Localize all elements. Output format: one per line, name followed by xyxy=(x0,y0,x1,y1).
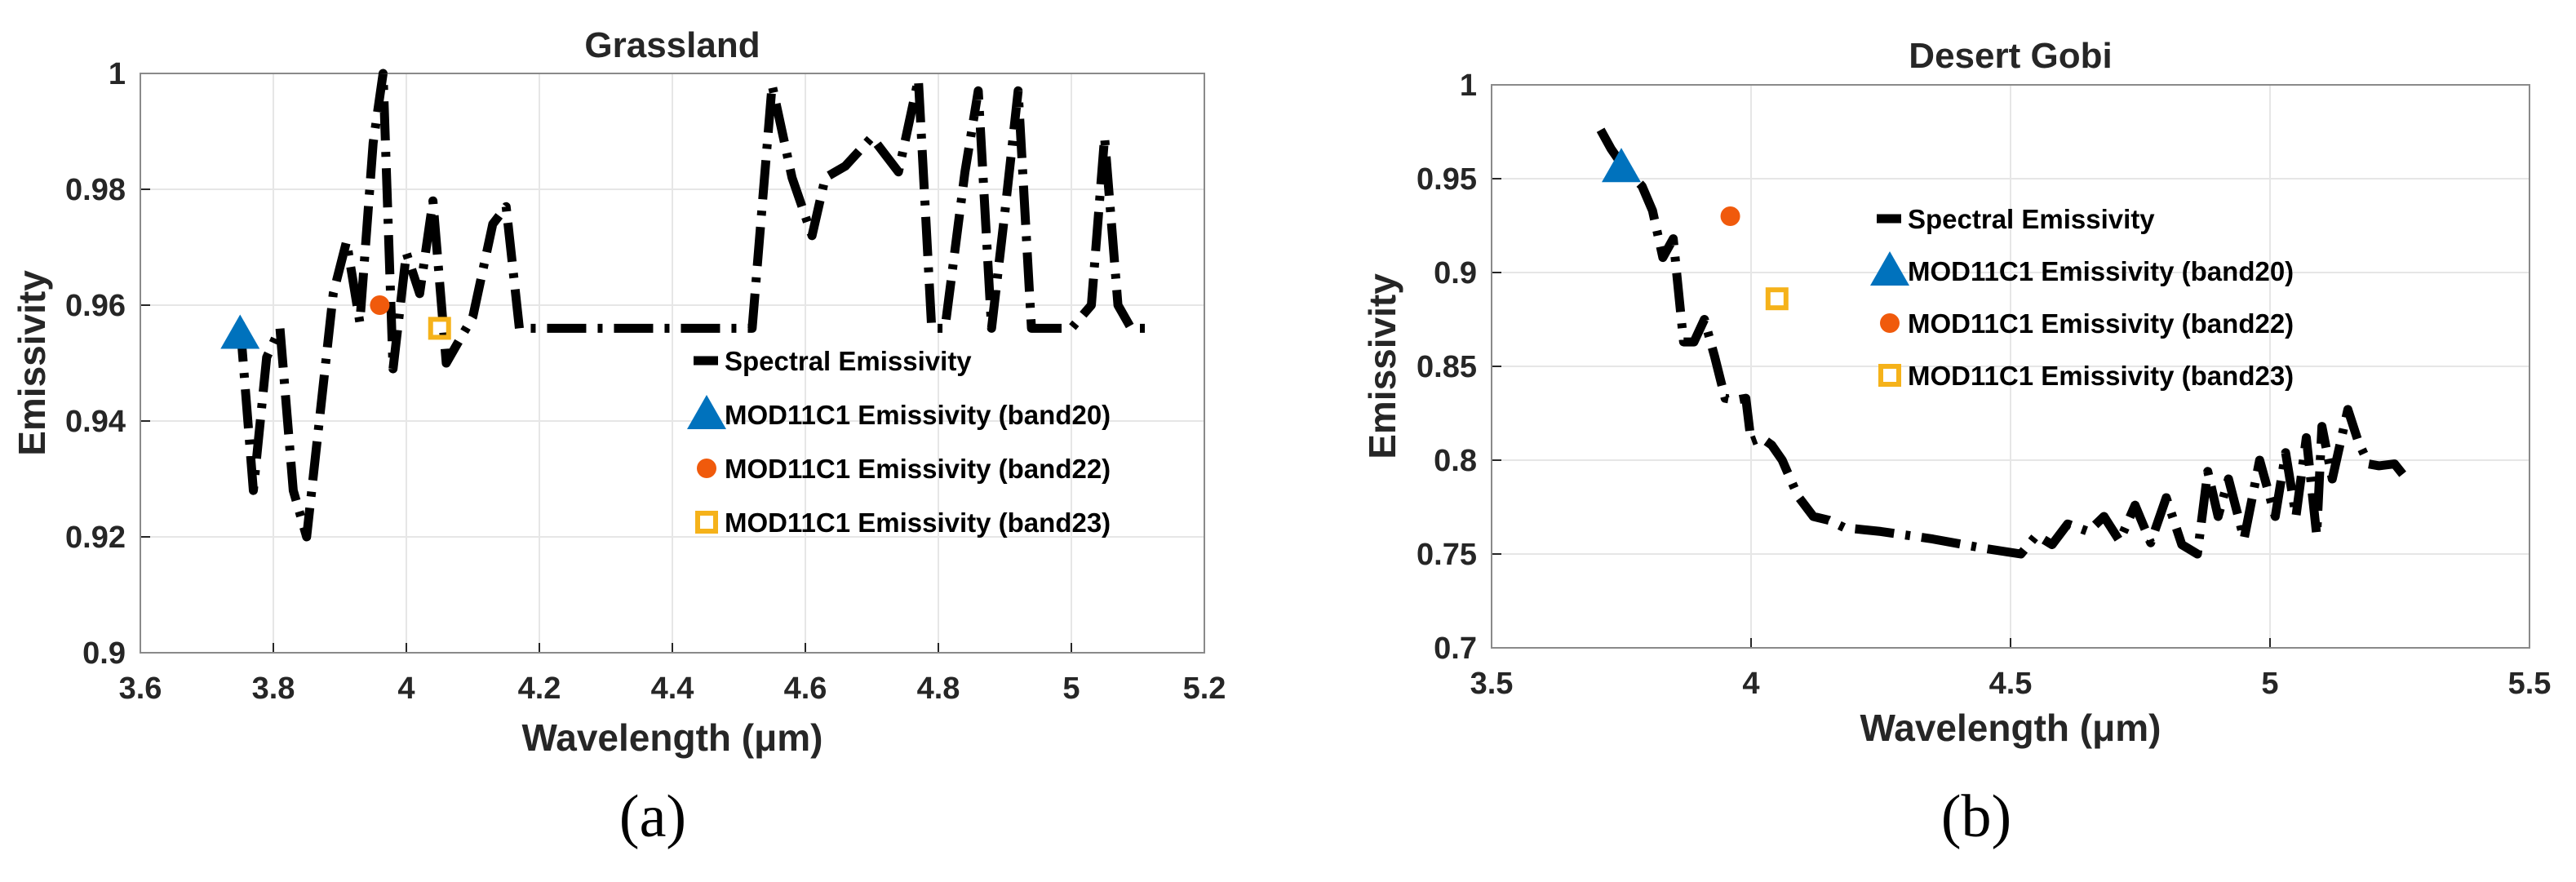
spectral-emissivity-line xyxy=(235,69,1151,542)
x-tick-label: 4.4 xyxy=(651,671,694,706)
legend-entry-label: MOD11C1 Emissivity (band20) xyxy=(725,400,1111,430)
legend-entry-label: MOD11C1 Emissivity (band22) xyxy=(725,454,1111,484)
y-tick-label: 0.98 xyxy=(65,173,126,207)
legend: Spectral Emissivity MOD11C1 Emissivity (b… xyxy=(687,346,1111,538)
x-tick-label: 5 xyxy=(1062,671,1080,706)
chart-title: Desert Gobi xyxy=(1909,36,2112,76)
y-tick-label: 0.85 xyxy=(1417,350,1477,384)
y-tick-label: 0.94 xyxy=(65,405,126,439)
x-tick-label: 4 xyxy=(1742,667,1759,701)
x-tick-label: 5.2 xyxy=(1183,671,1226,706)
chart-panel-b: 3.5 4 4.5 5 5.5 0.7 0.75 0.8 0.85 0.9 0.95 1 Desert … xyxy=(1361,36,2551,850)
y-tick-label: 1 xyxy=(1460,69,1477,103)
y-tick-label: 0.9 xyxy=(82,636,126,671)
plot-frame xyxy=(1491,84,2530,649)
x-tick-label: 5 xyxy=(2261,667,2278,701)
y-tick-label: 0.75 xyxy=(1417,538,1477,572)
legend-entry-label: Spectral Emissivity xyxy=(725,346,972,376)
panel-label: (a) xyxy=(619,783,686,850)
x-tick-label: 4 xyxy=(397,671,415,706)
legend-marker-square xyxy=(695,511,718,534)
legend-marker-square xyxy=(1878,364,1901,387)
marker-circle-band22 xyxy=(370,295,390,315)
legend-entry-label: Spectral Emissivity xyxy=(1908,204,2155,234)
y-tick-label: 0.96 xyxy=(65,289,126,323)
legend-marker-triangle xyxy=(1870,251,1909,286)
panel-label: (b) xyxy=(1941,783,2011,850)
marker-square-band23 xyxy=(1765,287,1789,311)
legend-marker-triangle xyxy=(687,395,726,429)
y-axis-label: Emissivity xyxy=(11,270,53,456)
chart-panel-a: 3.6 3.8 4 4.2 4.4 4.6 4.8 5 5.2 0.9 0.92 0.94 0.96 0.… xyxy=(11,25,1226,850)
x-axis-label: Wavelength (μm) xyxy=(522,716,823,759)
x-tick-label: 5.5 xyxy=(2508,667,2552,701)
marker-circle-band22 xyxy=(1720,206,1740,226)
x-tick-label: 3.5 xyxy=(1470,667,1514,701)
x-tick-label: 3.8 xyxy=(252,671,295,706)
legend-entry-label: MOD11C1 Emissivity (band22) xyxy=(1908,308,2294,339)
plot-frame xyxy=(140,73,1205,654)
y-tick-label: 0.95 xyxy=(1417,162,1477,197)
y-tick-label: 0.7 xyxy=(1434,632,1477,666)
x-tick-label: 4.6 xyxy=(784,671,827,706)
x-tick-label: 4.8 xyxy=(917,671,960,706)
legend-entry-label: MOD11C1 Emissivity (band20) xyxy=(1908,256,2294,286)
marker-triangle-band20 xyxy=(1602,148,1641,183)
y-tick-label: 0.9 xyxy=(1434,256,1477,290)
legend-entry-label: MOD11C1 Emissivity (band23) xyxy=(725,507,1111,538)
x-tick-label: 3.6 xyxy=(119,671,162,706)
y-tick-label: 0.8 xyxy=(1434,444,1477,478)
y-tick-label: 0.92 xyxy=(65,521,126,555)
x-axis-label: Wavelength (μm) xyxy=(1860,707,2161,749)
spectral-emissivity-line xyxy=(1596,127,2409,559)
marker-triangle-band20 xyxy=(220,314,260,349)
marker-square-band23 xyxy=(428,317,451,340)
legend-marker-circle xyxy=(1880,313,1900,333)
x-tick-label: 4.5 xyxy=(1989,667,2033,701)
legend: Spectral Emissivity MOD11C1 Emissivity (b… xyxy=(1870,204,2294,391)
y-axis-label: Emissivity xyxy=(1361,273,1403,459)
legend-entry-label: MOD11C1 Emissivity (band23) xyxy=(1908,361,2294,391)
x-tick-label: 4.2 xyxy=(518,671,561,706)
y-tick-label: 1 xyxy=(109,57,126,91)
legend-marker-circle xyxy=(697,459,716,478)
chart-title: Grassland xyxy=(584,25,760,65)
